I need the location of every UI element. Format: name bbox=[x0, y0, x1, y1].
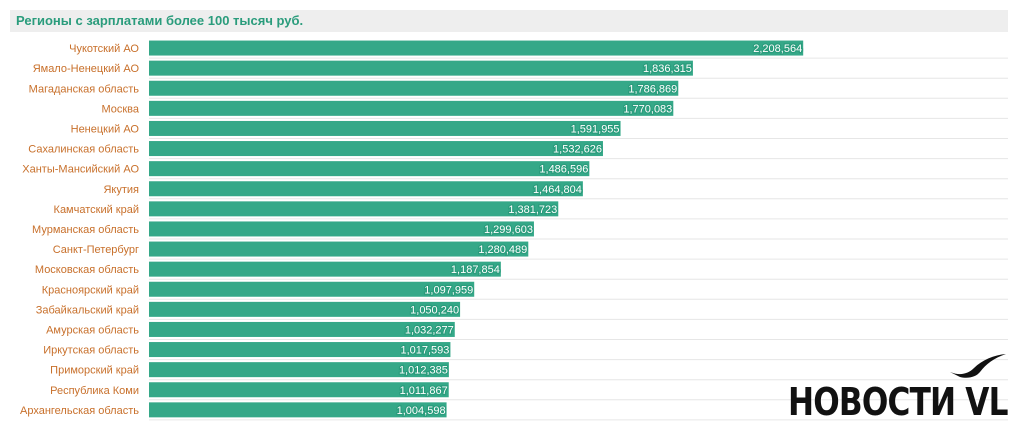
value-label: 1,050,240 bbox=[410, 304, 459, 316]
value-label: 1,770,083 bbox=[623, 103, 672, 115]
bar bbox=[149, 161, 590, 177]
bar bbox=[149, 60, 693, 76]
value-label: 1,187,854 bbox=[451, 264, 500, 276]
bar bbox=[149, 362, 449, 378]
chart-title-bar: Регионы с зарплатами более 100 тысяч руб… bbox=[10, 10, 1008, 32]
category-label: Ненецкий АО bbox=[71, 123, 140, 135]
bar bbox=[149, 40, 804, 56]
bar bbox=[149, 100, 674, 116]
bar bbox=[149, 382, 449, 398]
grid-lines bbox=[149, 57, 1008, 421]
bar bbox=[149, 342, 451, 358]
value-label: 1,004,598 bbox=[397, 405, 446, 417]
bars bbox=[149, 40, 804, 418]
bar bbox=[149, 201, 559, 217]
value-label: 1,032,277 bbox=[405, 324, 454, 336]
category-label: Мурманская область bbox=[32, 224, 139, 236]
value-label: 2,208,564 bbox=[753, 43, 802, 55]
value-label: 1,011,867 bbox=[400, 385, 448, 397]
value-label: 1,786,869 bbox=[628, 83, 677, 95]
chart-title: Регионы с зарплатами более 100 тысяч руб… bbox=[16, 13, 304, 28]
labels: Чукотский АО 2,208,564 Ямало-Ненецкий АО 1,… bbox=[20, 42, 803, 418]
category-label: Чукотский АО bbox=[69, 43, 139, 55]
bar bbox=[149, 321, 455, 337]
category-label: Амурская область bbox=[46, 324, 139, 336]
category-label: Ямало-Ненецкий АО bbox=[33, 63, 140, 75]
bird-wing-icon bbox=[950, 354, 1006, 378]
logo-text: НОВОСТИ VL bbox=[788, 380, 1008, 424]
category-label: Москва bbox=[101, 103, 139, 115]
value-label: 1,836,315 bbox=[643, 63, 692, 75]
value-label: 1,280,489 bbox=[478, 244, 527, 256]
bar bbox=[149, 301, 461, 317]
bar bbox=[149, 281, 475, 297]
category-label: Санкт-Петербург bbox=[53, 244, 139, 256]
bar bbox=[149, 402, 447, 418]
bar bbox=[149, 120, 621, 136]
bar bbox=[149, 80, 679, 96]
category-label: Камчатский край bbox=[54, 204, 139, 216]
brand-logo: НОВОСТИ VL bbox=[788, 354, 1013, 432]
bar bbox=[149, 141, 603, 157]
category-label: Архангельская область bbox=[20, 405, 139, 417]
category-label: Иркутская область bbox=[43, 345, 139, 357]
category-label: Московская область bbox=[35, 264, 139, 276]
value-label: 1,486,596 bbox=[539, 164, 588, 176]
category-label: Республика Коми bbox=[50, 385, 139, 397]
value-label: 1,591,955 bbox=[571, 123, 620, 135]
category-label: Забайкальский край bbox=[36, 304, 139, 316]
value-label: 1,532,626 bbox=[553, 144, 602, 156]
value-label: 1,012,385 bbox=[399, 365, 448, 377]
value-label: 1,299,603 bbox=[484, 224, 533, 236]
value-label: 1,017,593 bbox=[400, 345, 449, 357]
category-label: Ханты-Мансийский АО bbox=[22, 164, 139, 176]
bar bbox=[149, 221, 534, 237]
category-label: Приморский край bbox=[50, 365, 139, 377]
category-label: Магаданская область bbox=[29, 83, 140, 95]
category-label: Якутия bbox=[103, 184, 139, 196]
bar bbox=[149, 181, 583, 197]
value-label: 1,381,723 bbox=[508, 204, 557, 216]
bar bbox=[149, 241, 529, 257]
value-label: 1,097,959 bbox=[424, 284, 473, 296]
bar bbox=[149, 261, 501, 277]
value-label: 1,464,804 bbox=[533, 184, 582, 196]
category-label: Красноярский край bbox=[42, 284, 139, 296]
category-label: Сахалинская область bbox=[28, 144, 139, 156]
